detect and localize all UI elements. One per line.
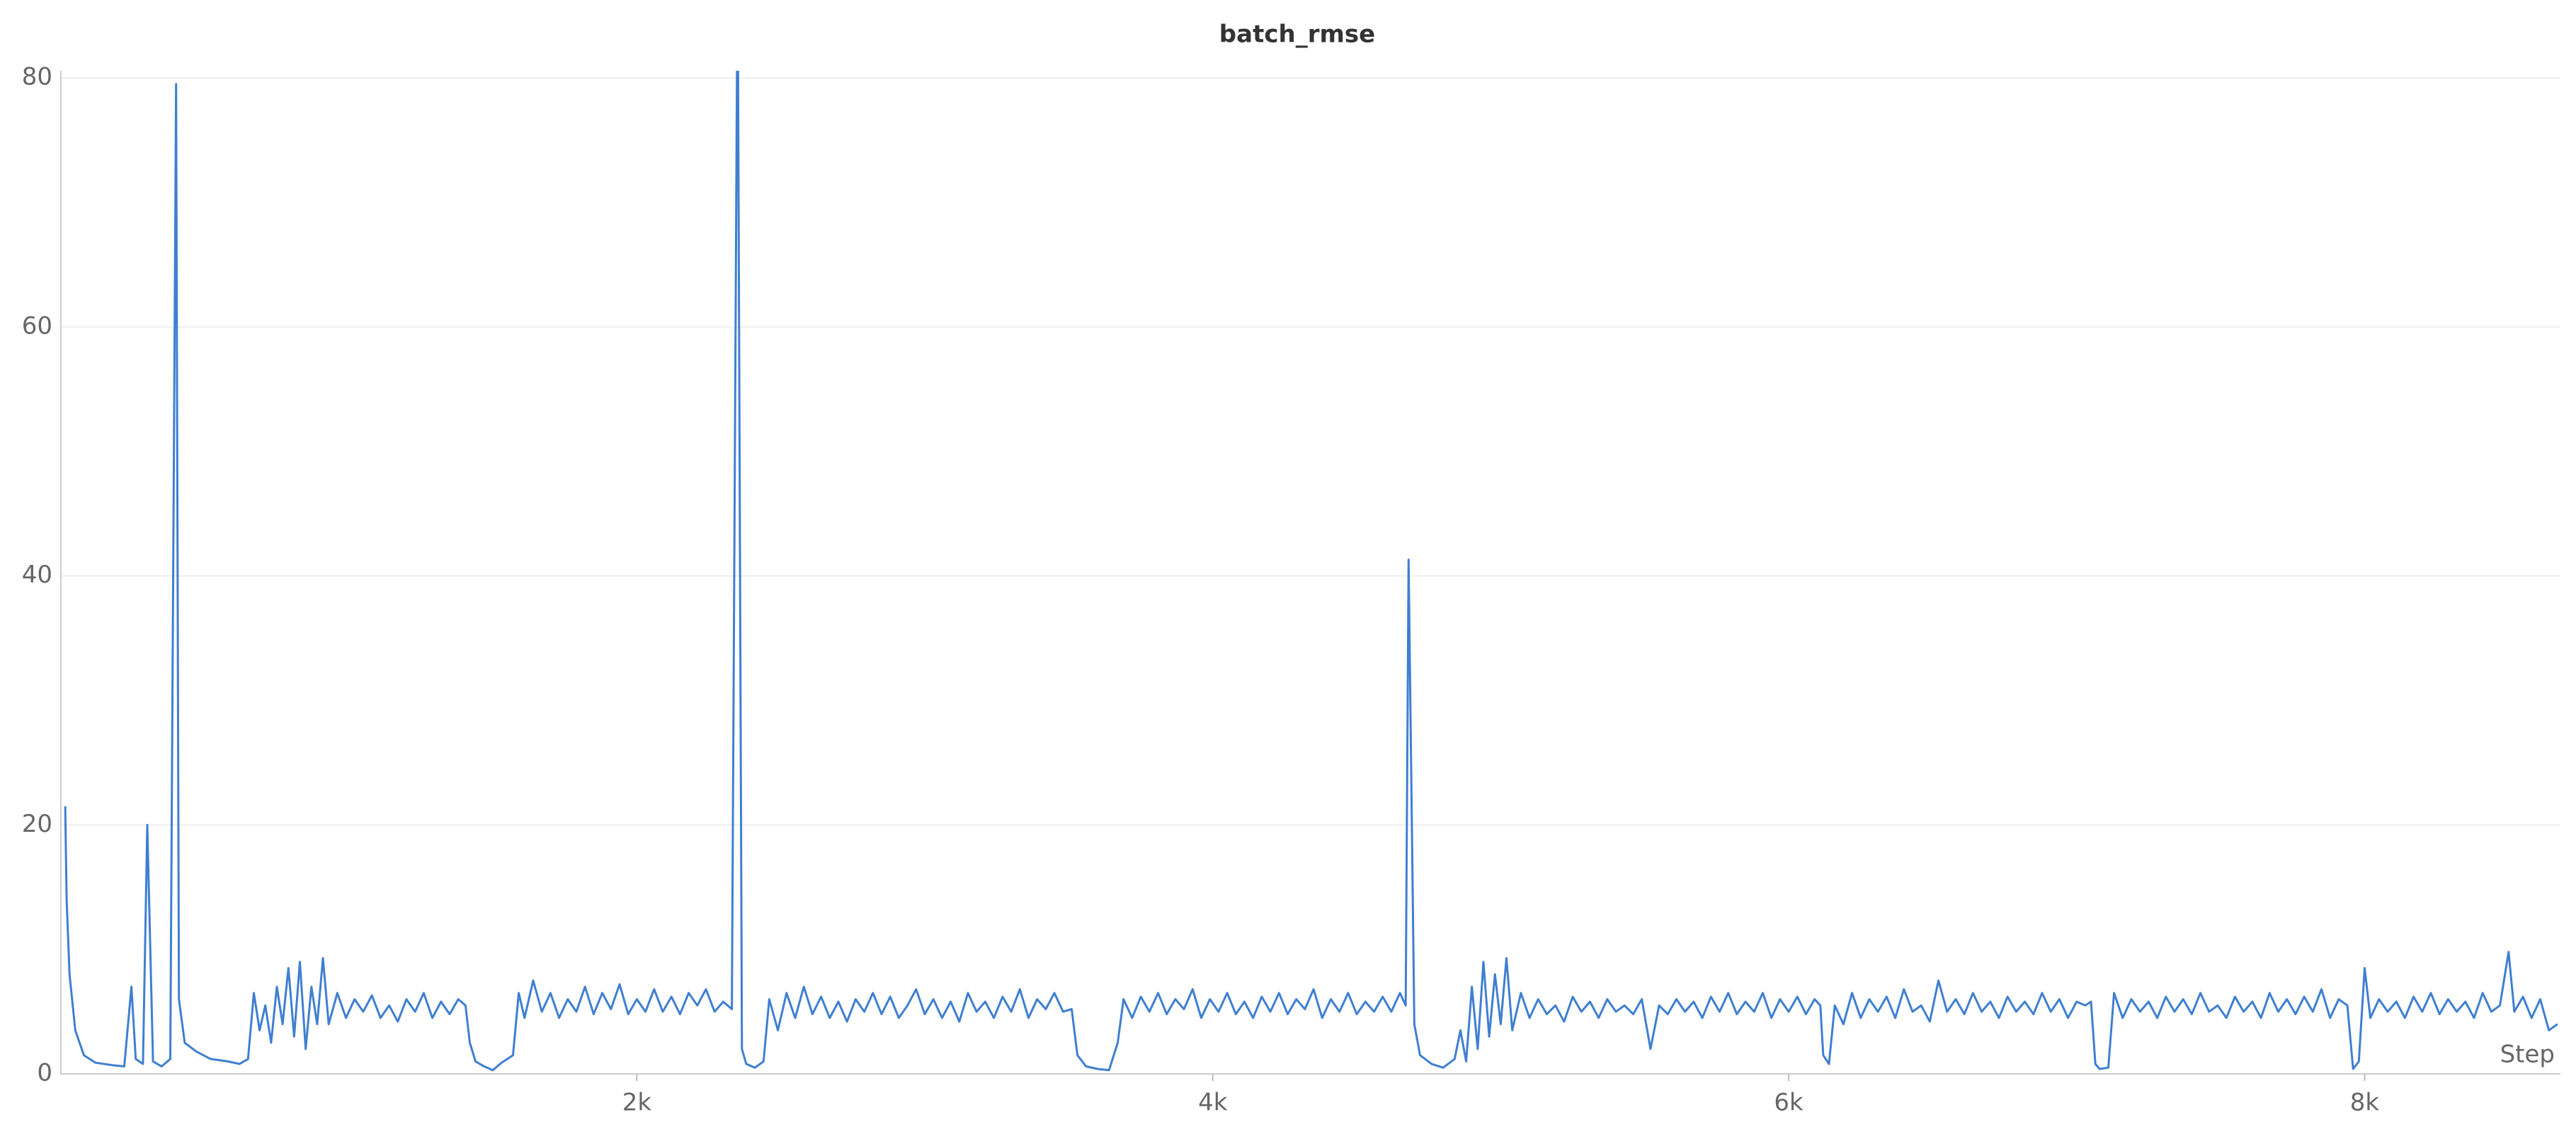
y-tick-label: 60 xyxy=(22,311,52,340)
x-tick-label: 6k xyxy=(1774,1089,1803,1117)
y-tick-label: 80 xyxy=(22,63,52,91)
x-axis-label: Step xyxy=(2500,1041,2555,1069)
x-tick-label: 2k xyxy=(622,1089,652,1117)
chart-title: batch_rmse xyxy=(1219,21,1375,49)
x-tick-label: 8k xyxy=(2350,1089,2380,1117)
x-tick-label: 4k xyxy=(1198,1089,1228,1117)
plot-area xyxy=(64,71,2558,1072)
y-tick-label: 0 xyxy=(37,1059,52,1087)
y-tick-label: 40 xyxy=(22,561,52,589)
y-tick-label: 20 xyxy=(22,810,52,838)
data-line xyxy=(64,71,2558,1072)
